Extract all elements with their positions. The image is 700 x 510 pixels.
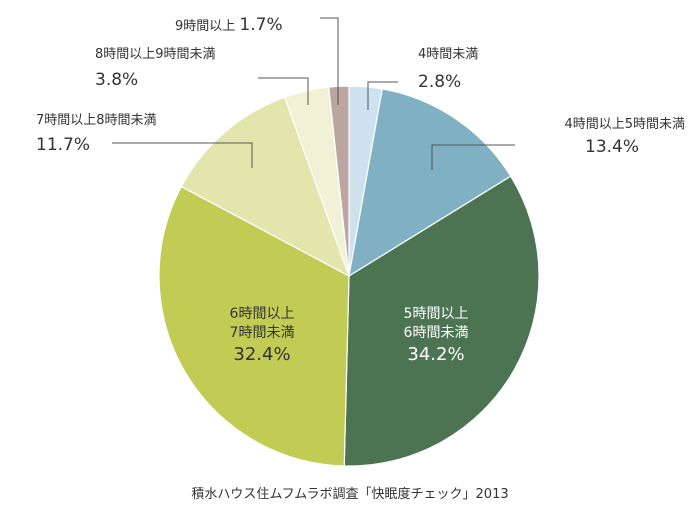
pie-slice-6: [328, 85, 350, 277]
slice-name-6: 9時間以上: [175, 19, 239, 34]
slice-name-4: 7時間以上8時間未満: [36, 113, 157, 128]
pie-slice-4: [180, 96, 351, 278]
slice-label-6: 9時間以上 1.7%: [175, 15, 283, 35]
leader-lines: [112, 17, 515, 170]
slice-value-5: 3.8%: [95, 70, 138, 90]
pie-slice-2: [343, 175, 540, 467]
slice-name-3-line-1: 7時間未満: [230, 325, 295, 341]
slice-value-2: 34.2%: [407, 344, 464, 365]
slice-name-2-line-1: 6時間未満: [404, 325, 469, 341]
slice-value-3: 32.4%: [233, 344, 290, 365]
pie-chart: 4時間未満 2.8% 4時間以上5時間未満 13.4% 5時間以上 6時間未満 34.2% 6…: [36, 15, 685, 467]
leader-line-0: [367, 81, 398, 110]
slice-value-0: 2.8%: [418, 72, 461, 92]
leader-line-4: [112, 142, 253, 168]
pie-slice-1: [348, 88, 512, 278]
slice-labels: 4時間未満 2.8% 4時間以上5時間未満 13.4% 5時間以上 6時間未満 34.2% 6…: [36, 15, 685, 365]
leader-line-6: [320, 17, 339, 105]
slice-name-5: 8時間以上9時間未満: [95, 47, 216, 62]
source-caption: 積水ハウス住ムフムラボ調査「快眠度チェック」2013: [191, 487, 509, 502]
slice-name-2-line-0: 5時間以上: [404, 306, 469, 322]
pie-slices: [158, 85, 540, 467]
slice-value-1: 13.4%: [585, 137, 639, 157]
slice-name-3-line-0: 6時間以上: [230, 306, 295, 322]
slice-name-0: 4時間未満: [418, 47, 478, 62]
slice-value-6: 1.7%: [239, 15, 282, 35]
leader-line-5: [258, 77, 309, 105]
pie-slice-3: [158, 185, 350, 467]
slice-value-4: 11.7%: [36, 135, 90, 155]
slice-name-1: 4時間以上5時間未満: [564, 117, 685, 132]
leader-line-1: [431, 144, 515, 170]
